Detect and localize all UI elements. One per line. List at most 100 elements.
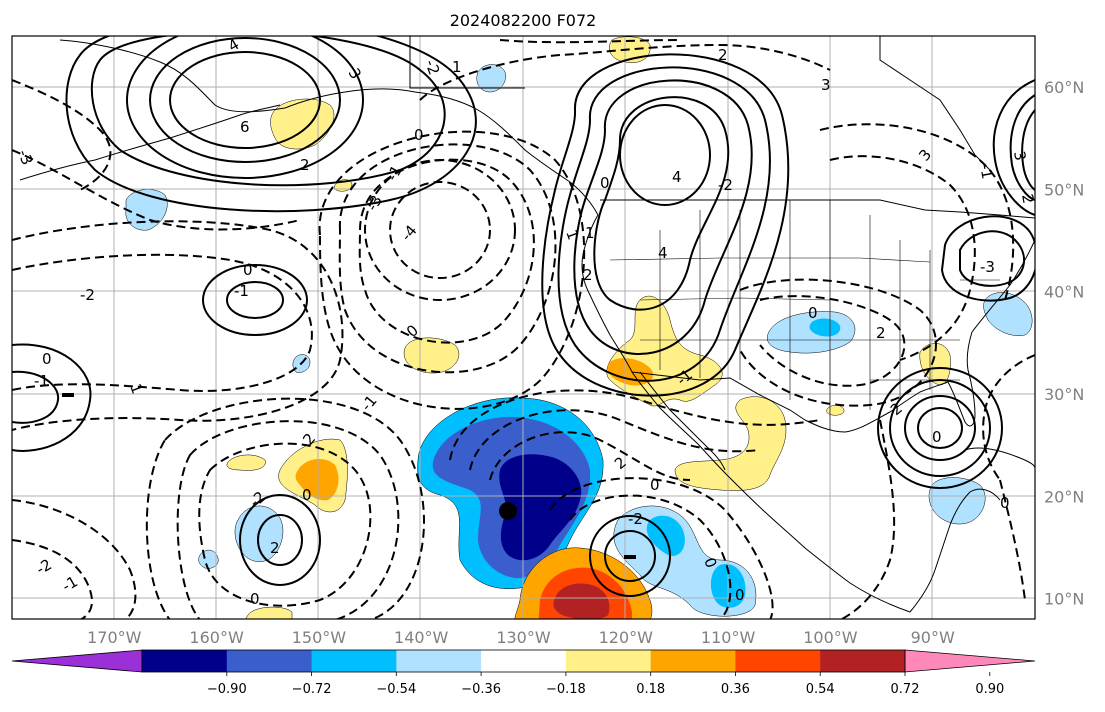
- lightblue-blob-gulf: [928, 477, 986, 525]
- latitude-tick-label: 50°N: [1044, 180, 1084, 199]
- bc-coast: [581, 214, 911, 613]
- west-edge-solid-1: [12, 343, 92, 452]
- east-dashed-2: [739, 278, 937, 407]
- contour-label: -2: [421, 57, 443, 77]
- colorbar-segment: [565, 650, 652, 672]
- contour-label: 4: [672, 168, 682, 186]
- orange-core-hawaii: [295, 458, 339, 501]
- west-dashed-1: [12, 253, 313, 392]
- gulf-high-4: [877, 367, 1003, 489]
- lightblue-blob-east: [983, 292, 1033, 336]
- alaska-high-ring-1: [169, 51, 321, 149]
- east-solid-ring-2: [940, 215, 1035, 302]
- east-dashed-7: [982, 354, 1035, 481]
- contour-label: 2: [300, 156, 310, 174]
- alaska-high-ring-5: [65, 36, 477, 213]
- east-dashed-4: [819, 123, 1015, 301]
- south-dashed-1: [569, 494, 732, 619]
- contour-label: 3: [1010, 150, 1029, 163]
- darkred-blob-south: [553, 583, 610, 619]
- south-high-2: [589, 515, 671, 597]
- colorbar-segment: [311, 650, 397, 672]
- contour-label: 6: [240, 118, 250, 136]
- contour-label: -2: [718, 176, 733, 194]
- contour-label: -1: [234, 282, 249, 300]
- west-high-ring-4: [557, 66, 771, 382]
- us-mexico-border: [631, 371, 806, 421]
- solid-contours: [12, 36, 1035, 597]
- contour-label: 4: [658, 244, 668, 262]
- gulf-high-3: [889, 379, 991, 477]
- southwest-dashed: [12, 539, 93, 619]
- colorbar-tick-label: 0.54: [806, 682, 835, 697]
- latitude-tick-label: 60°N: [1044, 78, 1084, 97]
- ne-solid-1: [992, 79, 1035, 216]
- west-edge-solid-2: [12, 370, 60, 424]
- hawaii-high-2: [239, 494, 321, 586]
- colorbar-tick-label: −0.36: [461, 682, 501, 697]
- west-dashed-2: [12, 220, 344, 431]
- south-high-marker: [624, 555, 636, 559]
- ne-solid-2: [1009, 94, 1035, 201]
- hawaii-dashed-3: [145, 397, 425, 619]
- ne-solid-3: [1021, 109, 1035, 191]
- state-borders: [609, 200, 1000, 430]
- contour-label: 1: [452, 58, 462, 76]
- colorbar-tick-label: −0.54: [376, 682, 416, 697]
- colorbar-segment: [142, 650, 228, 672]
- longitude-tick-labels: 170°W 160°W 150°W 140°W 130°W 120°W 110°W 100°W…: [87, 628, 955, 647]
- contour-label: 0: [243, 261, 253, 279]
- contour-label: 0: [414, 126, 424, 144]
- longitude-tick-label: 90°W: [911, 628, 955, 647]
- east-solid-ring-1: [959, 230, 1025, 287]
- alaska-high-ring-4: [90, 36, 446, 187]
- storm-center-marker: [499, 502, 517, 520]
- east-dashed-1: [759, 295, 906, 387]
- pacific-trough-5: [318, 130, 586, 410]
- contour-label: 0: [1000, 494, 1010, 512]
- longitude-tick-label: 170°W: [87, 628, 142, 647]
- west-high-ring-3: [573, 79, 753, 355]
- central-dashed-1: [489, 431, 691, 481]
- contour-label: 0: [302, 486, 312, 504]
- alaska-border: [409, 36, 525, 89]
- colorbar-segment: [481, 650, 567, 672]
- top-dashed-1: [419, 43, 831, 101]
- colorbar-tick-label: 0.90: [975, 682, 1004, 697]
- colorbar-extend-high: [904, 649, 1036, 673]
- contour-label: -3: [14, 147, 36, 167]
- map-frame: [11, 35, 1036, 620]
- colorbar-segment: [396, 650, 482, 672]
- shading-layer: [125, 36, 1033, 619]
- west-edge-marker: [62, 393, 74, 397]
- colorbar-segment: [735, 650, 821, 672]
- contour-label: -2: [628, 510, 643, 528]
- longitude-tick-label: 150°W: [292, 628, 347, 647]
- colorbar-tick-label: −0.72: [292, 682, 332, 697]
- southwest-dashed-2: [12, 499, 137, 619]
- colorbar-tick-label: 0.72: [891, 682, 920, 697]
- south-high-1: [604, 530, 656, 582]
- contour-label: 2: [583, 266, 593, 284]
- colorbar-tick-label: 0.18: [636, 682, 665, 697]
- cuba: [964, 447, 1035, 469]
- pacific-low-solid-2: [226, 281, 284, 319]
- contour-label: 0: [42, 350, 52, 368]
- contour-label: 2: [876, 324, 886, 342]
- east-dashed-5: [839, 419, 896, 619]
- west-far-dashed: [12, 79, 112, 191]
- contour-label: 1: [585, 224, 595, 242]
- latitude-tick-label: 20°N: [1044, 487, 1084, 506]
- longitude-tick-label: 140°W: [394, 628, 449, 647]
- contour-label: 3: [821, 76, 831, 94]
- contour-label: 2: [1018, 193, 1037, 206]
- longitude-tick-label: 160°W: [189, 628, 244, 647]
- cyan-blob-texas: [809, 318, 841, 337]
- contour-label: -1: [34, 372, 49, 390]
- gulf-high-2: [904, 395, 976, 461]
- yellow-blob-mexico: [674, 396, 787, 491]
- yellow-small-gulf: [826, 405, 845, 416]
- alaska-coast: [59, 39, 599, 216]
- latitude-tick-label: 40°N: [1044, 283, 1084, 302]
